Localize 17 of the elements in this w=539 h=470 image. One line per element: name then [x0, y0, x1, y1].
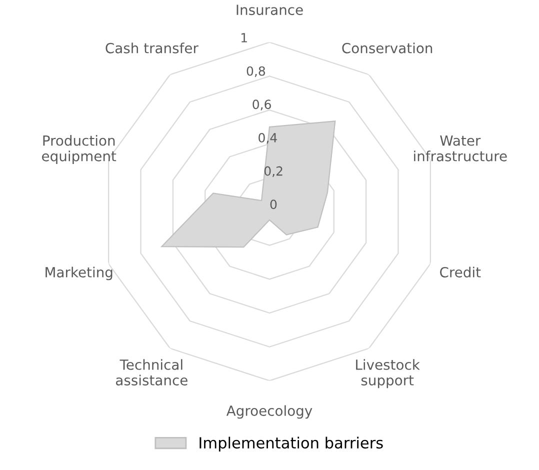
spoke-label: Water infrastructure [414, 135, 507, 162]
y-tick-label: 0,4 [258, 132, 277, 144]
spoke-label: Agroecology [226, 405, 312, 419]
y-tick-label: 0,8 [246, 66, 266, 78]
spoke-label: Technical assistance [116, 359, 188, 386]
y-tick-label: 1 [241, 33, 247, 42]
spoke-label: Insurance [236, 4, 303, 16]
spoke-label: Marketing [46, 266, 112, 280]
spoke-label: Production equipment [42, 135, 116, 164]
spoke-label: Conservation [342, 42, 432, 54]
spoke-label: Cash transfer [106, 42, 198, 54]
legend-label: Implementation barriers [200, 436, 383, 452]
spoke-label: Credit [440, 266, 481, 278]
y-tick-label: 0,6 [252, 100, 271, 110]
y-tick-label: 0,2 [264, 166, 282, 178]
y-tick-label: 0 [270, 200, 277, 210]
spoke-label: Livestock support [356, 359, 420, 388]
